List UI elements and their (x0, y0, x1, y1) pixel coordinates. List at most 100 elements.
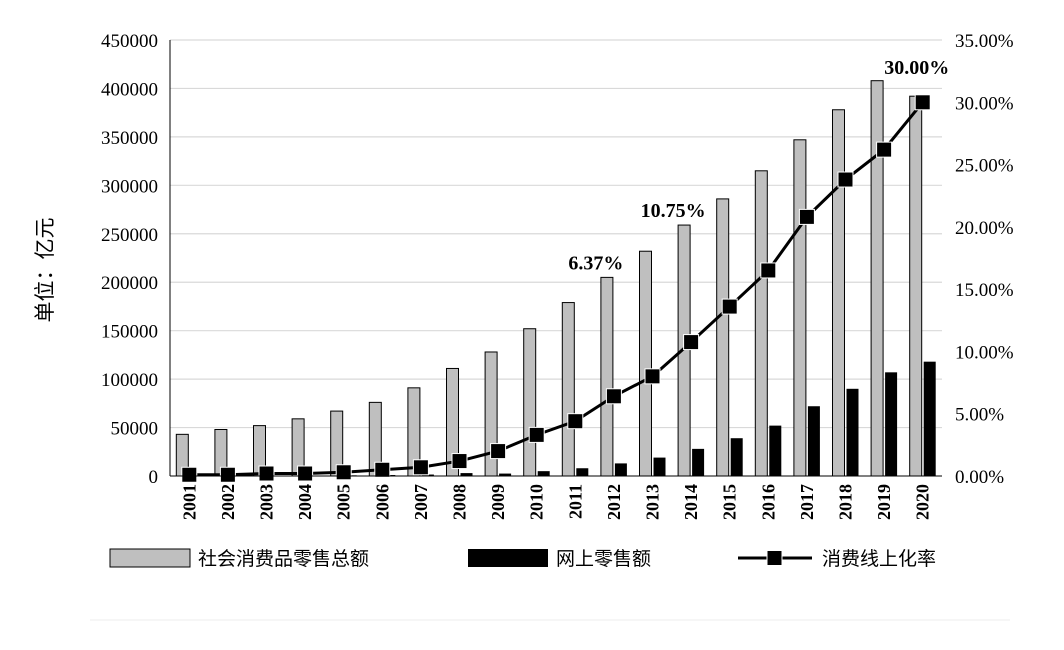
y-tick-label-250000: 250000 (101, 225, 158, 246)
bar-online-2014 (692, 448, 705, 476)
x-tick-label-2016: 2016 (758, 484, 778, 520)
bar-retail-2010 (523, 328, 537, 477)
marker-rate-2013 (644, 368, 661, 385)
marker-rate-2011 (567, 413, 584, 430)
marker-rate-2003 (258, 465, 275, 482)
x-tick-label-2017: 2017 (797, 484, 817, 520)
bar-online-2018 (846, 388, 859, 476)
annotation-2012: 6.37% (568, 252, 623, 274)
x-tick-label-2004: 2004 (295, 484, 315, 520)
bar-retail-2019 (870, 80, 884, 477)
x-tick-label-2014: 2014 (681, 484, 701, 520)
x-tick-label-2011: 2011 (565, 484, 585, 519)
y-tick-label-400000: 400000 (101, 79, 158, 100)
y-axis-label: 单位：亿元 (33, 218, 57, 323)
y-tick-label-350000: 350000 (101, 128, 158, 149)
marker-rate-2006 (374, 461, 391, 478)
bar-retail-2015 (716, 198, 730, 477)
x-tick-label-2013: 2013 (643, 484, 663, 520)
bar-online-2016 (769, 425, 782, 476)
legend-label-online: 网上零售额 (556, 548, 651, 570)
annotation-2020: 30.00% (884, 57, 949, 79)
legend-swatch-online (468, 549, 548, 567)
x-tick-label-2020: 2020 (913, 484, 933, 520)
marker-rate-2008 (451, 453, 468, 470)
legend-label-retail: 社会消费品零售总额 (198, 548, 369, 570)
marker-rate-2010 (528, 426, 545, 443)
bar-online-2010 (537, 471, 550, 476)
bar-online-2013 (653, 457, 666, 476)
right-axis: 35.00% 30.00% 25.00% 20.00% 15.00% 10.00% 5.00… (955, 31, 1014, 488)
y2-tick-label-30-00: 30.00% (955, 93, 1014, 114)
bar-online-2020 (923, 361, 936, 476)
x-tick-label-2006: 2006 (372, 484, 392, 520)
x-tick-label-2005: 2005 (334, 484, 354, 520)
y2-tick-label-5-00: 5.00% (955, 405, 1004, 426)
x-axis: 2001 2002 2003 2004 2005 2006 2007 2008 2009 2010… (170, 475, 942, 520)
bar-online-2019 (885, 372, 898, 476)
legend: 社会消费品零售总额 网上零售额 消费线上化率 (90, 548, 1010, 621)
y2-tick-label-0-00: 0.00% (955, 467, 1004, 488)
bar-online-2012 (614, 463, 627, 476)
marker-rate-2017 (798, 208, 815, 225)
x-tick-label-2018: 2018 (836, 484, 856, 520)
y2-tick-label-25-00: 25.00% (955, 156, 1014, 177)
y-tick-label-300000: 300000 (101, 176, 158, 197)
marker-rate-2014 (683, 334, 700, 351)
x-tick-label-2009: 2009 (488, 484, 508, 520)
x-tick-label-2015: 2015 (720, 484, 740, 520)
y-tick-label-0: 0 (149, 467, 159, 488)
marker-rate-2001 (181, 466, 198, 483)
marker-rate-2004 (297, 465, 314, 482)
bar-retail-2016 (754, 170, 768, 477)
y2-tick-label-20-00: 20.00% (955, 218, 1014, 239)
marker-rate-2002 (219, 466, 236, 483)
bar-online-2011 (576, 468, 589, 476)
marker-rate-2005 (335, 464, 352, 481)
legend-swatch-rate-marker (766, 550, 783, 566)
bar-online-2015 (730, 438, 743, 476)
x-tick-label-2007: 2007 (411, 484, 431, 520)
y-tick-label-100000: 100000 (101, 370, 158, 391)
bar-retail-2011 (561, 302, 575, 477)
y-tick-label-450000: 450000 (101, 31, 158, 52)
y-tick-label-150000: 150000 (101, 322, 158, 343)
y2-tick-label-10-00: 10.00% (955, 342, 1014, 363)
marker-rate-2007 (412, 459, 429, 476)
x-tick-label-2012: 2012 (604, 484, 624, 520)
bar-retail-2018 (832, 109, 845, 477)
x-tick-label-2002: 2002 (218, 484, 238, 520)
x-tick-label-2019: 2019 (874, 484, 894, 520)
x-tick-label-2010: 2010 (527, 484, 547, 520)
marker-rate-2012 (605, 388, 622, 405)
legend-swatch-retail (109, 548, 191, 568)
marker-rate-2019 (876, 141, 893, 158)
bar-retail-2017 (793, 139, 807, 477)
bar-online-2008 (460, 473, 473, 476)
bar-retail-2020 (909, 95, 923, 477)
marker-rate-2020 (914, 94, 931, 111)
y-tick-label-50000: 50000 (111, 419, 159, 440)
bar-retail-2013 (639, 250, 652, 477)
y-tick-label-200000: 200000 (101, 273, 158, 294)
marker-rate-2018 (837, 171, 854, 188)
marker-rate-2016 (760, 262, 777, 279)
x-tick-label-2003: 2003 (257, 484, 277, 520)
legend-label-rate: 消费线上化率 (822, 548, 936, 570)
left-axis: 450000 400000 350000 300000 250000 200000 1500… (101, 31, 171, 488)
annotations: 6.37% 10.75% 30.00% (568, 57, 949, 274)
y2-tick-label-35-00: 35.00% (955, 31, 1014, 52)
x-tick-label-2001: 2001 (179, 484, 199, 520)
annotation-2014: 10.75% (641, 200, 706, 222)
bar-online-2009 (499, 473, 512, 476)
bar-retail-2012 (600, 276, 614, 477)
line-series (181, 94, 931, 483)
marker-rate-2015 (721, 298, 738, 315)
marker-rate-2009 (490, 443, 507, 460)
bars (175, 80, 936, 477)
x-tick-label-2008: 2008 (450, 484, 470, 520)
bar-online-2017 (807, 406, 820, 476)
y2-tick-label-15-00: 15.00% (955, 280, 1014, 301)
